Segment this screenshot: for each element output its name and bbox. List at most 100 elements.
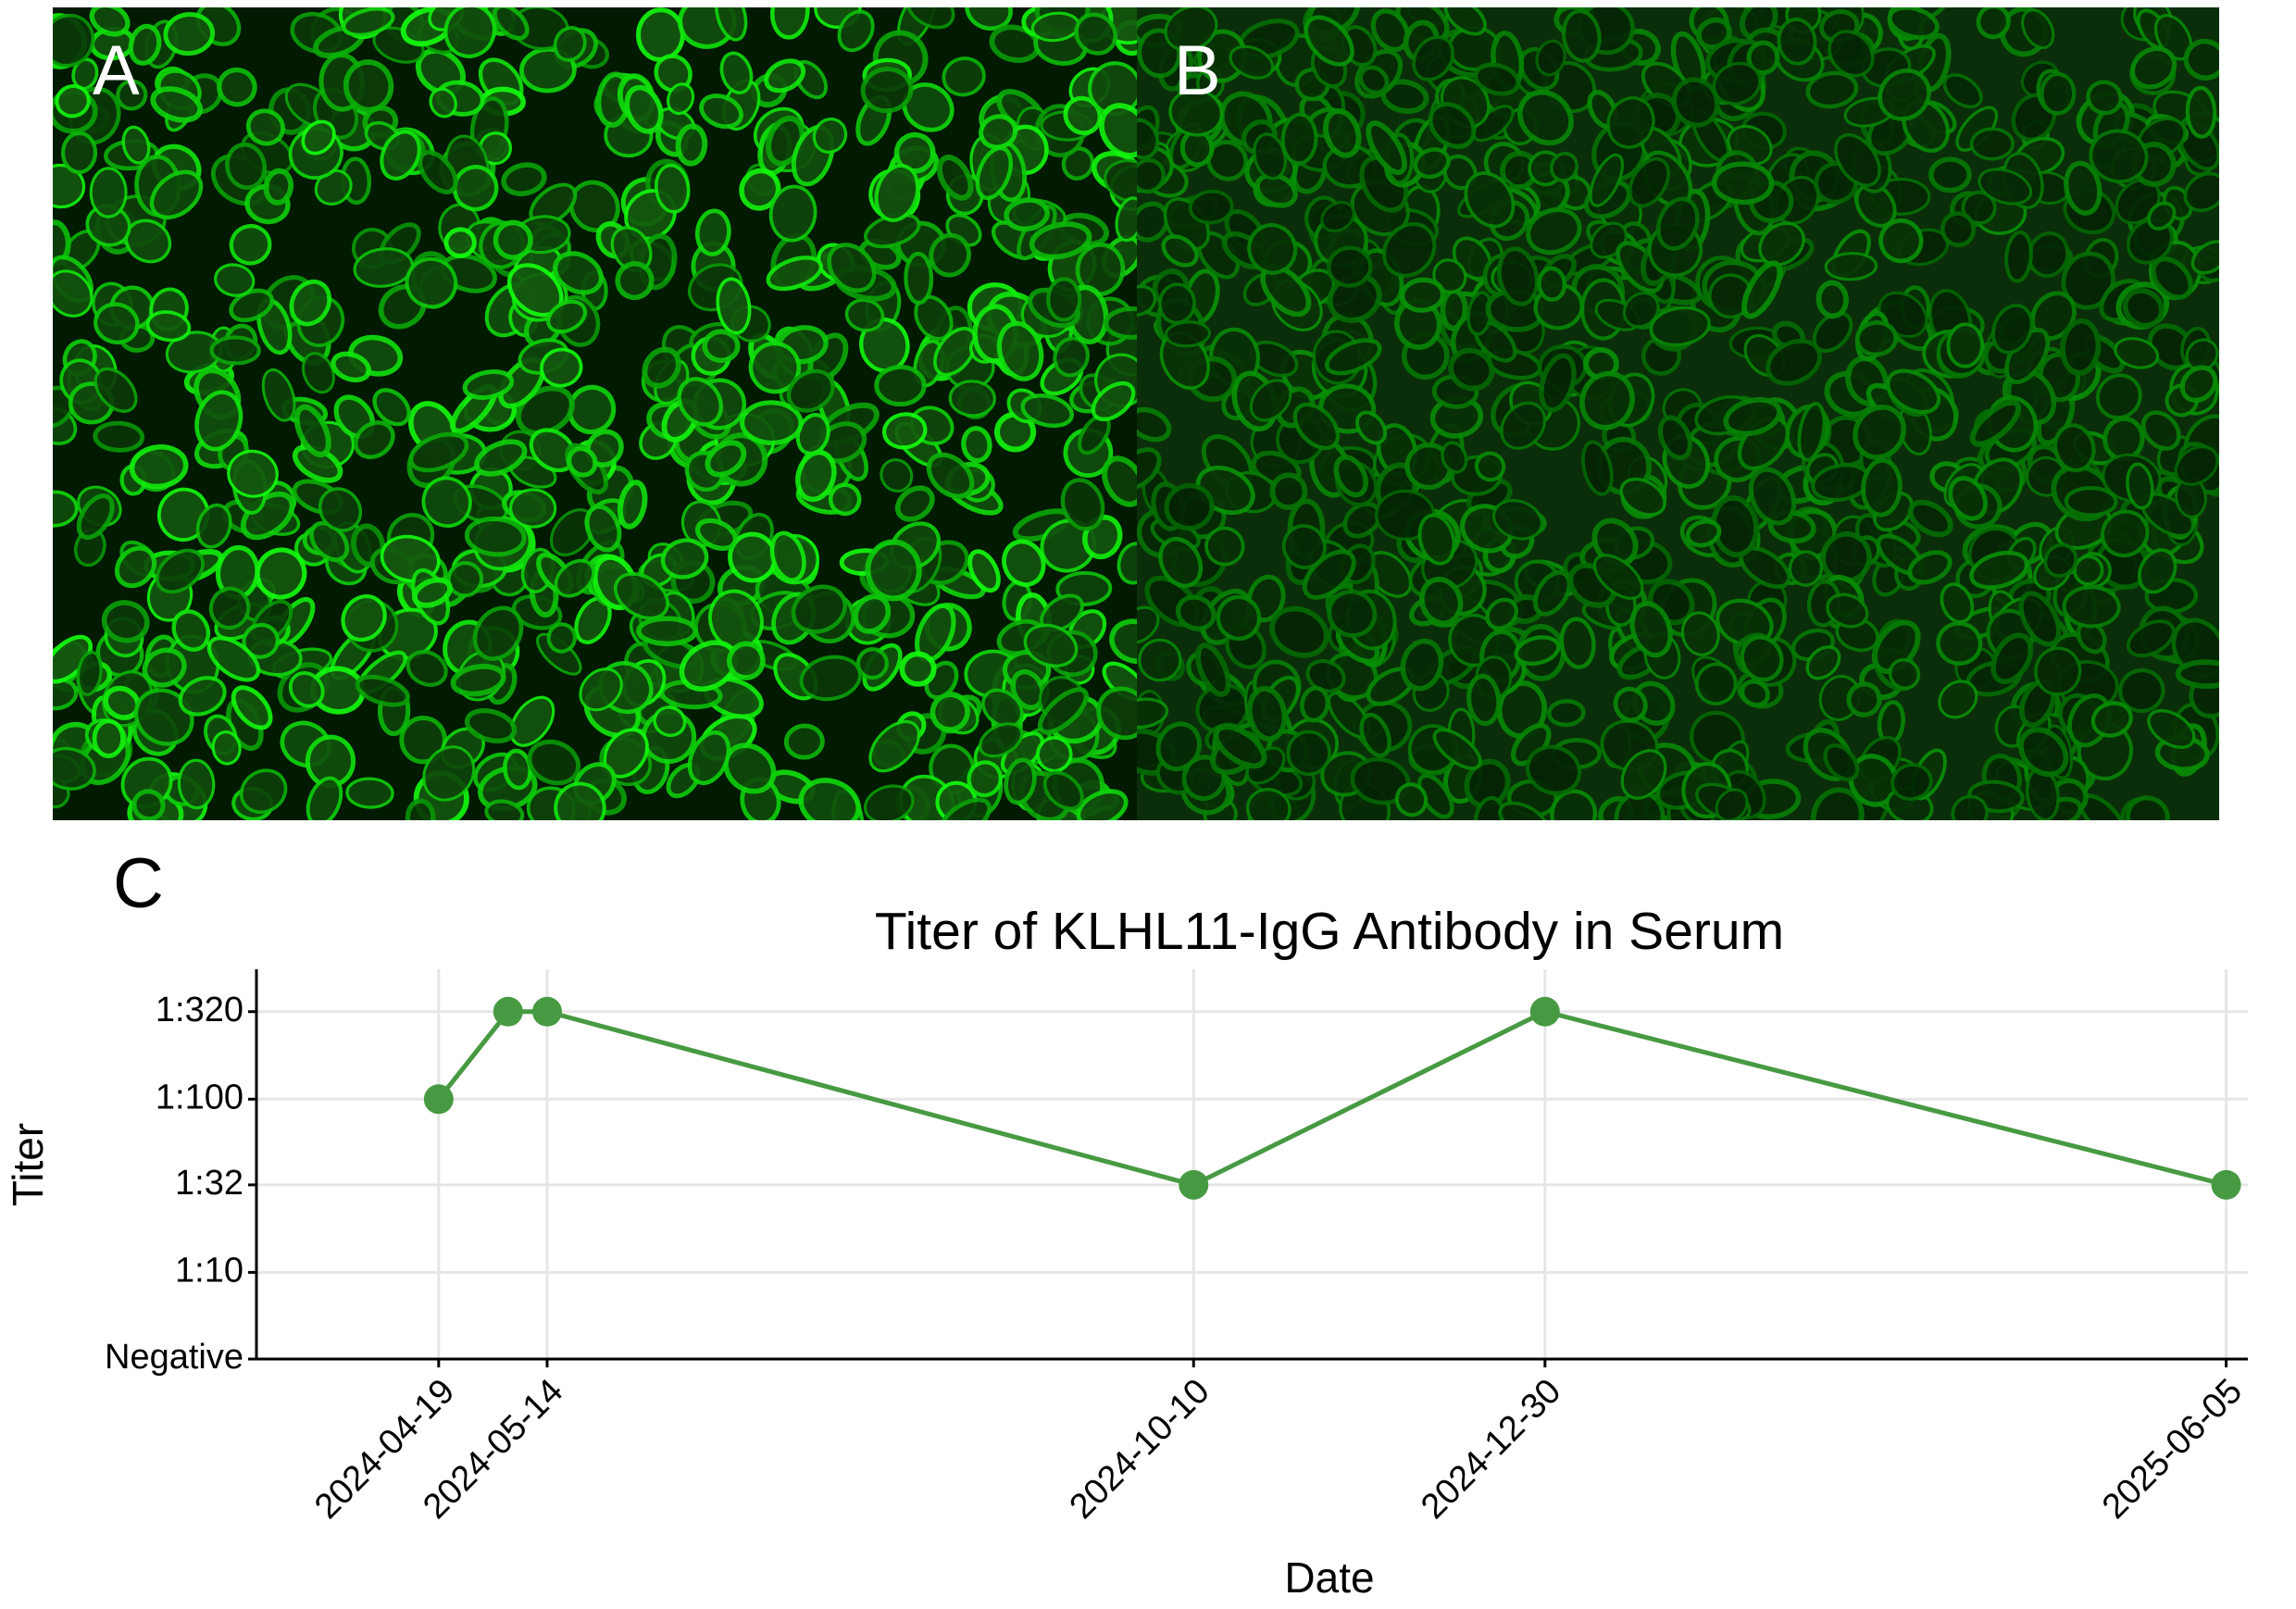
cell xyxy=(660,538,709,580)
cell xyxy=(694,208,731,256)
cell xyxy=(116,79,148,111)
cell xyxy=(1333,455,1368,498)
cell xyxy=(227,449,279,498)
y-tick-label: 1:32 xyxy=(175,1164,243,1203)
cell xyxy=(2190,240,2219,275)
cell xyxy=(981,688,1024,729)
cell xyxy=(828,482,862,517)
y-tick-label: 1:100 xyxy=(156,1078,243,1116)
cell xyxy=(1324,338,1382,376)
cell xyxy=(2053,423,2096,473)
cell xyxy=(1474,451,1506,482)
cell xyxy=(1946,322,1985,368)
cell xyxy=(208,586,251,630)
cell xyxy=(484,799,525,820)
cell xyxy=(904,251,934,306)
cell xyxy=(1412,35,1455,81)
cell xyxy=(1978,168,2032,206)
cell xyxy=(1823,743,1860,782)
cell xyxy=(411,577,453,608)
cell xyxy=(1824,252,1878,281)
cell xyxy=(341,594,387,642)
cell xyxy=(1204,526,1245,567)
x-tick-label: 2024-10-10 xyxy=(1063,1372,1217,1527)
cell xyxy=(1137,157,1166,194)
cell xyxy=(1109,618,1137,665)
cell xyxy=(331,351,371,383)
cell xyxy=(1464,758,1511,809)
cell xyxy=(1381,221,1437,278)
cell xyxy=(764,58,806,94)
cell xyxy=(1969,127,2015,161)
cell xyxy=(1591,518,1639,567)
cell xyxy=(930,692,970,733)
cell xyxy=(636,7,685,62)
cell xyxy=(405,256,458,309)
cell xyxy=(1117,542,1137,585)
cell xyxy=(2018,591,2062,647)
cell xyxy=(1164,482,1215,531)
cells-a xyxy=(53,7,1137,820)
cell xyxy=(1816,280,1849,319)
data-point xyxy=(1529,996,1560,1027)
cell xyxy=(443,7,496,58)
cell xyxy=(768,184,817,243)
cell xyxy=(128,23,162,66)
cell xyxy=(705,440,747,478)
cell xyxy=(1907,550,1953,585)
cell xyxy=(1938,680,1978,719)
cell xyxy=(740,400,804,445)
cell xyxy=(1004,197,1050,232)
cell xyxy=(1969,399,2022,447)
cell xyxy=(1589,153,1625,207)
cell xyxy=(584,504,622,553)
cell xyxy=(261,368,296,422)
cell xyxy=(1619,477,1666,517)
cell xyxy=(1888,657,1921,691)
cell xyxy=(1074,12,1117,56)
cell xyxy=(2126,619,2176,658)
cell xyxy=(2064,160,2103,216)
cell xyxy=(905,7,955,30)
cell xyxy=(318,487,363,532)
cell xyxy=(1766,338,1823,386)
cell xyxy=(145,310,192,343)
cell xyxy=(422,745,476,802)
cell xyxy=(546,299,587,334)
cell xyxy=(1417,513,1456,566)
cell xyxy=(615,261,655,301)
cell xyxy=(1413,147,1451,180)
cell xyxy=(60,131,98,175)
cell xyxy=(1029,221,1092,260)
cell xyxy=(1247,223,1298,275)
cell xyxy=(766,256,824,292)
cell xyxy=(1432,728,1482,770)
cell xyxy=(1042,770,1084,811)
cell xyxy=(893,131,936,174)
cell xyxy=(2114,337,2160,369)
cell xyxy=(1164,320,1211,348)
cell xyxy=(1805,645,1841,680)
cell xyxy=(474,439,528,477)
cell xyxy=(1497,246,1540,306)
cell xyxy=(55,83,91,118)
cell xyxy=(171,609,211,652)
cell xyxy=(245,108,285,146)
series-line xyxy=(436,1009,2227,1188)
cell xyxy=(2064,486,2118,518)
cell xyxy=(1537,266,1567,302)
cell xyxy=(380,130,421,181)
cell xyxy=(1740,635,1784,682)
cell xyxy=(1269,605,1329,658)
cell xyxy=(1579,370,1635,430)
cell xyxy=(1777,17,1817,66)
cell xyxy=(1036,736,1073,773)
cell xyxy=(936,155,974,201)
cell xyxy=(1680,611,1720,656)
cell xyxy=(2034,646,2082,696)
cell xyxy=(874,163,920,222)
cell xyxy=(899,651,937,687)
cell xyxy=(979,114,1018,150)
cell xyxy=(501,162,547,196)
cell xyxy=(1592,554,1644,601)
